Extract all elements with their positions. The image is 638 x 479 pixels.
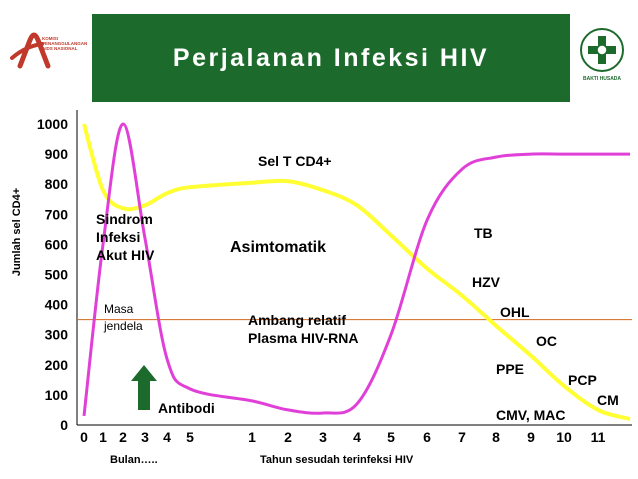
annotation-hzv: HZV [472,274,501,290]
title-banner: Perjalanan Infeksi HIV [92,14,570,102]
x-tick-label-year: 4 [353,429,361,445]
y-axis-label: Jumlah sel CD4+ [11,188,23,276]
annotation-ohl: OHL [500,304,530,320]
x-tick-label-month: 4 [163,429,171,445]
annotation-asimtomatik: Asimtomatik [230,239,326,256]
x-tick-label-month: 2 [119,429,127,445]
y-tick-labels: 0 100 200 300 400 500 600 700 800 900 1000 [37,116,68,433]
y-tick-label: 300 [45,327,69,343]
left-logo-text: KOMISI PENANGGULANGAN AIDS NASIONAL [42,36,88,52]
annotation-ambang-1: Ambang relatif [248,312,346,328]
antibody-arrow [131,365,157,410]
annotation-oc: OC [536,333,557,349]
y-tick-label: 500 [45,267,69,283]
x-axis-label-months: Bulan….. [110,454,158,466]
viral-load-series-line [82,122,630,417]
x-tick-label-year: 5 [387,429,395,445]
x-tick-label-year: 2 [284,429,292,445]
annotation-masa-2: jendela [103,319,143,333]
x-tick-label-month: 3 [141,429,149,445]
axes [76,110,632,426]
cd4-series-line [82,123,631,421]
annotation-masa-1: Masa [104,302,134,316]
annotation-cmv-mac: CMV, MAC [496,407,566,423]
y-tick-label: 200 [45,357,69,373]
annotation-pcp: PCP [568,372,597,388]
y-tick-label: 600 [45,236,69,252]
x-tick-label-year: 10 [556,429,572,445]
right-logo-text: BAKTI HUSADA [583,76,621,82]
annotation-cd4-label: Sel T CD4+ [258,153,332,169]
x-tick-label-year: 1 [248,429,256,445]
annotation-antibodi: Antibodi [158,400,215,416]
x-tick-label-month: 1 [99,429,107,445]
annotation-cm: CM [597,392,619,408]
annotation-tb: TB [474,225,493,241]
y-tick-label: 0 [60,417,68,433]
y-tick-label: 800 [45,176,69,192]
x-tick-label-year: 9 [527,429,535,445]
y-tick-label: 900 [45,146,69,162]
red-ribbon-logo [10,32,51,69]
x-tick-label-year: 11 [591,429,606,445]
x-tick-label-year: 7 [458,429,466,445]
x-tick-labels-years: 1 2 3 4 5 6 7 8 9 10 11 [248,429,606,445]
y-tick-label: 1000 [37,116,68,132]
x-tick-label-year: 6 [423,429,431,445]
x-tick-label-year: 8 [492,429,500,445]
bakti-husada-logo: BAKTI HUSADA [580,28,624,82]
x-axis-label-years: Tahun sesudah terinfeksi HIV [260,454,414,466]
x-tick-label-month: 0 [80,429,88,445]
annotation-ambang-2: Plasma HIV-RNA [248,330,358,346]
annotation-sindrom-1: Sindrom [96,211,153,227]
page-title: Perjalanan Infeksi HIV [172,44,490,72]
annotation-sindrom-2: Infeksi [96,229,140,245]
annotation-sindrom-3: Akut HIV [96,247,155,263]
y-tick-label: 400 [45,297,69,313]
x-tick-label-year: 3 [319,429,327,445]
x-tick-label-month: 5 [186,429,194,445]
y-tick-label: 700 [45,206,69,222]
annotation-ppe: PPE [496,361,524,377]
y-tick-label: 100 [45,387,69,403]
